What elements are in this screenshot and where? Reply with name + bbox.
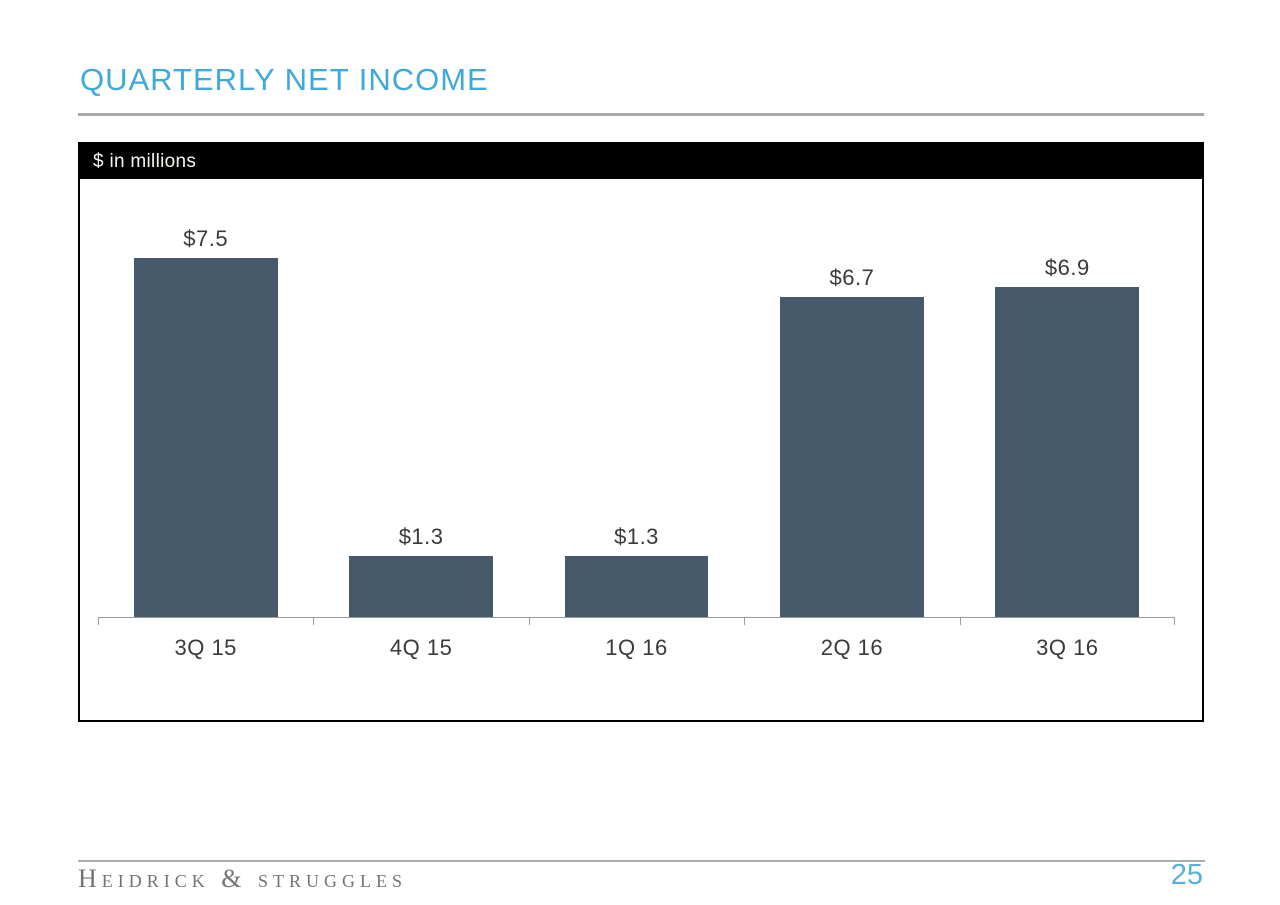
x-axis-labels: 3Q 15 4Q 15 1Q 16 2Q 16 3Q 16 xyxy=(98,618,1175,661)
bar-group: $1.3 xyxy=(529,179,744,618)
x-axis-label: 3Q 15 xyxy=(174,635,237,660)
axis-tick xyxy=(1174,618,1175,625)
x-axis-label: 4Q 15 xyxy=(389,635,453,660)
chart-units-band: $ in millions xyxy=(80,144,1202,179)
bar-value-label: $6.7 xyxy=(829,265,875,290)
page-title: QUARTERLY NET INCOME xyxy=(80,62,489,97)
axis-tick xyxy=(528,618,530,625)
axis-ticks xyxy=(98,618,1175,625)
bar-group: $6.9 xyxy=(960,179,1175,618)
x-axis-label: 1Q 16 xyxy=(605,635,668,660)
axis-tick xyxy=(959,618,961,625)
axis-tick xyxy=(313,618,315,625)
x-axis-label: 2Q 16 xyxy=(820,635,884,660)
bars-area: $7.5 $1.3 $1.3 $6.7 $6.9 xyxy=(98,179,1175,625)
page-number: 25 xyxy=(1170,859,1203,891)
bar-group: $1.3 xyxy=(313,179,528,618)
bar-group: $6.7 xyxy=(744,179,959,618)
bar-value-label: $6.9 xyxy=(1044,255,1090,280)
x-axis-line xyxy=(98,617,1175,618)
x-axis-label: 3Q 16 xyxy=(1036,635,1099,660)
bar xyxy=(349,556,493,618)
bar-group: $7.5 xyxy=(98,179,313,618)
title-underline xyxy=(78,113,1204,116)
bar xyxy=(133,258,278,618)
bar-value-label: $1.3 xyxy=(398,524,444,549)
plot-area: $7.5 $1.3 $1.3 $6.7 $6.9 3Q 15 4Q 15 1Q 16 2Q 1… xyxy=(80,179,1202,720)
bar xyxy=(564,556,709,618)
footer-rule xyxy=(78,860,1205,862)
brand-logo: Heidrick & Struggles xyxy=(78,864,408,893)
bar-value-label: $7.5 xyxy=(183,226,229,251)
units-label: $ in millions xyxy=(93,150,197,172)
bar xyxy=(780,297,924,618)
bar-value-label: $1.3 xyxy=(614,524,659,549)
axis-tick xyxy=(98,618,99,625)
bar xyxy=(995,287,1140,618)
chart-frame: $ in millions $7.5 $1.3 $1.3 $6.7 $6.9 3Q 15… xyxy=(78,142,1204,722)
axis-tick xyxy=(744,618,746,625)
